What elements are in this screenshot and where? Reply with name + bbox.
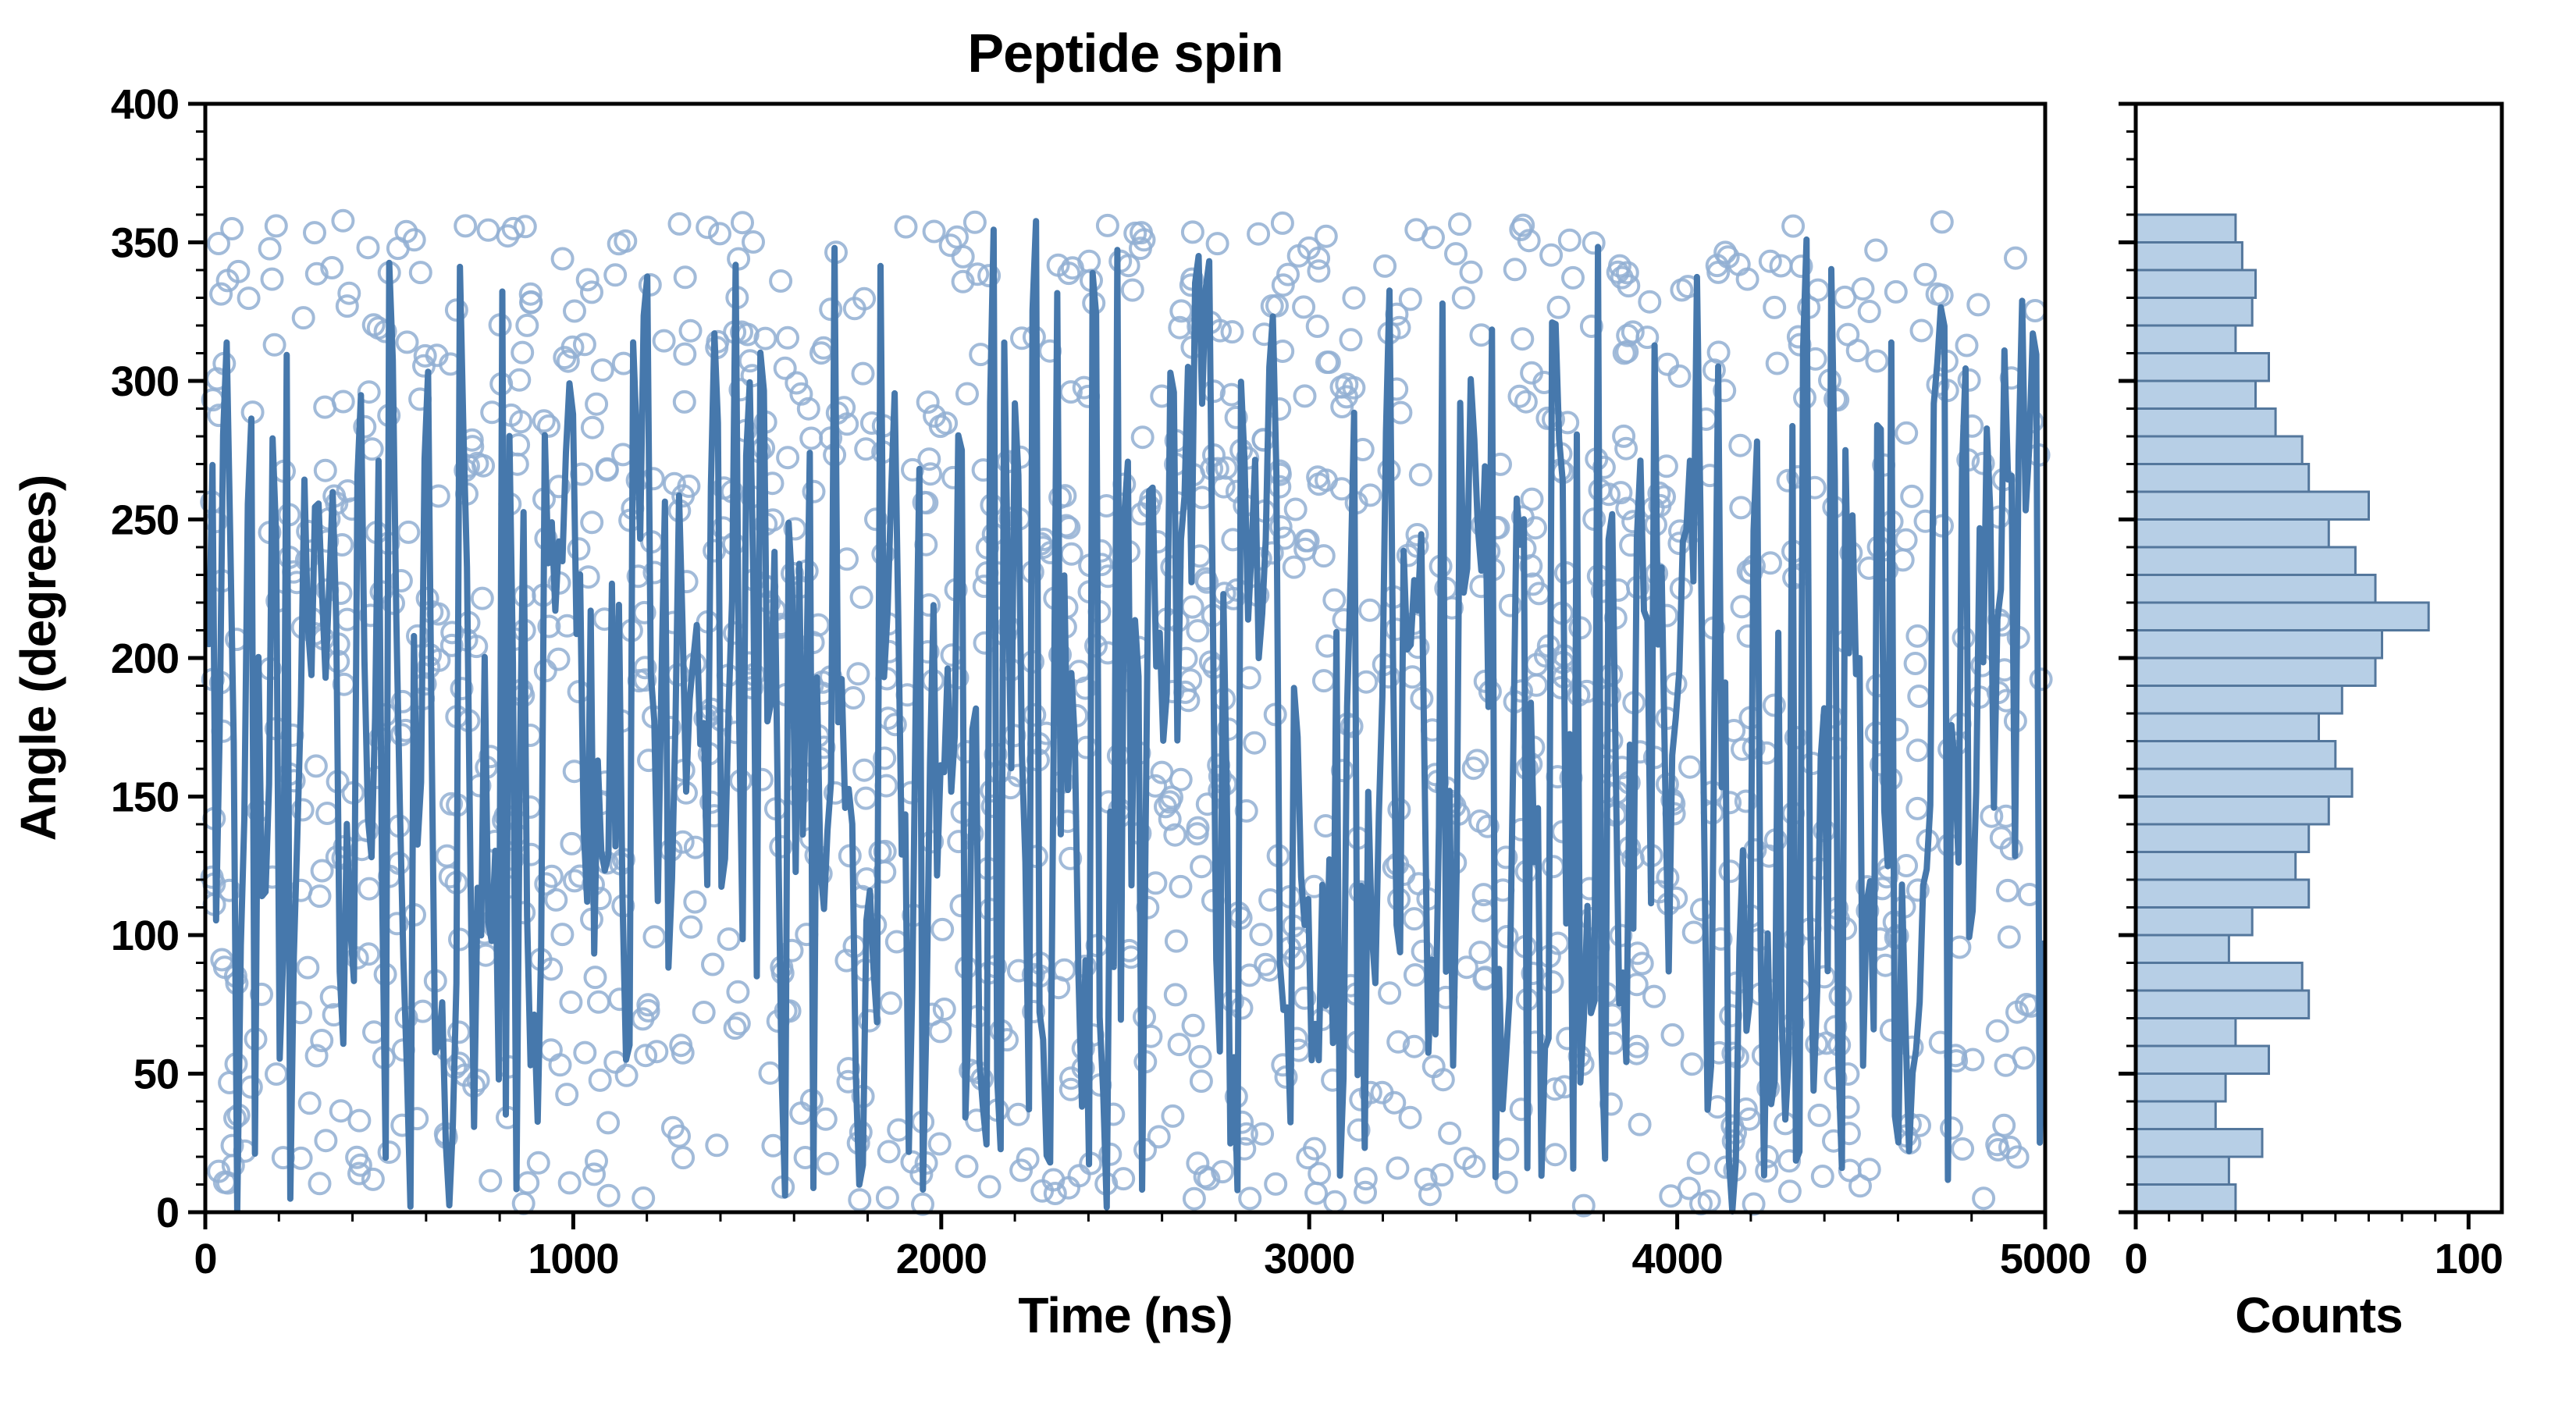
svg-text:400: 400 <box>111 81 179 128</box>
svg-text:3000: 3000 <box>1264 1236 1354 1282</box>
y-axis-label: Angle (degrees) <box>10 475 66 841</box>
svg-text:50: 50 <box>133 1051 179 1098</box>
svg-text:0: 0 <box>2124 1236 2147 1282</box>
hist-x-axis-label: Counts <box>2235 1287 2403 1343</box>
svg-text:100: 100 <box>2435 1236 2503 1282</box>
svg-text:200: 200 <box>111 635 179 682</box>
svg-text:350: 350 <box>111 220 179 267</box>
svg-text:2000: 2000 <box>896 1236 987 1282</box>
chart-title: Peptide spin <box>967 23 1283 84</box>
svg-text:300: 300 <box>111 358 179 405</box>
svg-text:250: 250 <box>111 497 179 544</box>
svg-text:0: 0 <box>194 1236 216 1282</box>
svg-text:150: 150 <box>111 774 179 821</box>
svg-text:5000: 5000 <box>2000 1236 2090 1282</box>
svg-text:0: 0 <box>156 1190 179 1236</box>
svg-text:4000: 4000 <box>1632 1236 1723 1282</box>
x-axis-label: Time (ns) <box>1018 1287 1233 1343</box>
svg-text:100: 100 <box>111 912 179 959</box>
svg-text:1000: 1000 <box>528 1236 618 1282</box>
